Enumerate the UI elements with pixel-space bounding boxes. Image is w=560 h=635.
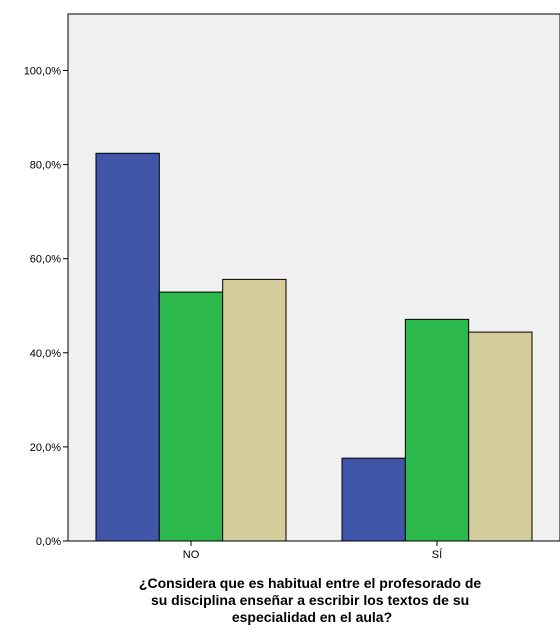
bar-no-series-3 (222, 278, 287, 542)
bar-sx-series-1 (341, 457, 406, 542)
bar-no-series-1 (95, 152, 160, 542)
y-tick-label: 80,0% (30, 160, 61, 172)
x-tick-label: NO (183, 549, 200, 561)
y-tick-label: 40,0% (30, 348, 61, 360)
y-tick-label: 60,0% (30, 254, 61, 266)
y-tick-label: 100,0% (24, 65, 62, 77)
x-axis-title-line-1: ¿Considera que es habitual entre el prof… (139, 575, 482, 591)
y-tick-label: 20,0% (30, 442, 61, 454)
bar-sx-series-3 (468, 331, 533, 542)
x-axis-title: ¿Considera que es habitual entre el prof… (139, 575, 485, 625)
x-axis-title-line-2: su disciplina enseñar a escribir los tex… (151, 592, 469, 608)
y-tick-label: 0,0% (36, 536, 61, 548)
x-tick-label: SÍ (432, 548, 443, 561)
x-axis: NO SÍ (68, 540, 560, 561)
y-axis: 0,0% 20,0% 40,0% 60,0% 80,0% 100,0% (24, 14, 69, 548)
bar-no-series-2 (158, 291, 224, 542)
bars-layer (95, 152, 533, 542)
x-axis-title-line-3: especialidad en el aula? (232, 609, 392, 625)
bar-sx-series-2 (404, 318, 470, 542)
